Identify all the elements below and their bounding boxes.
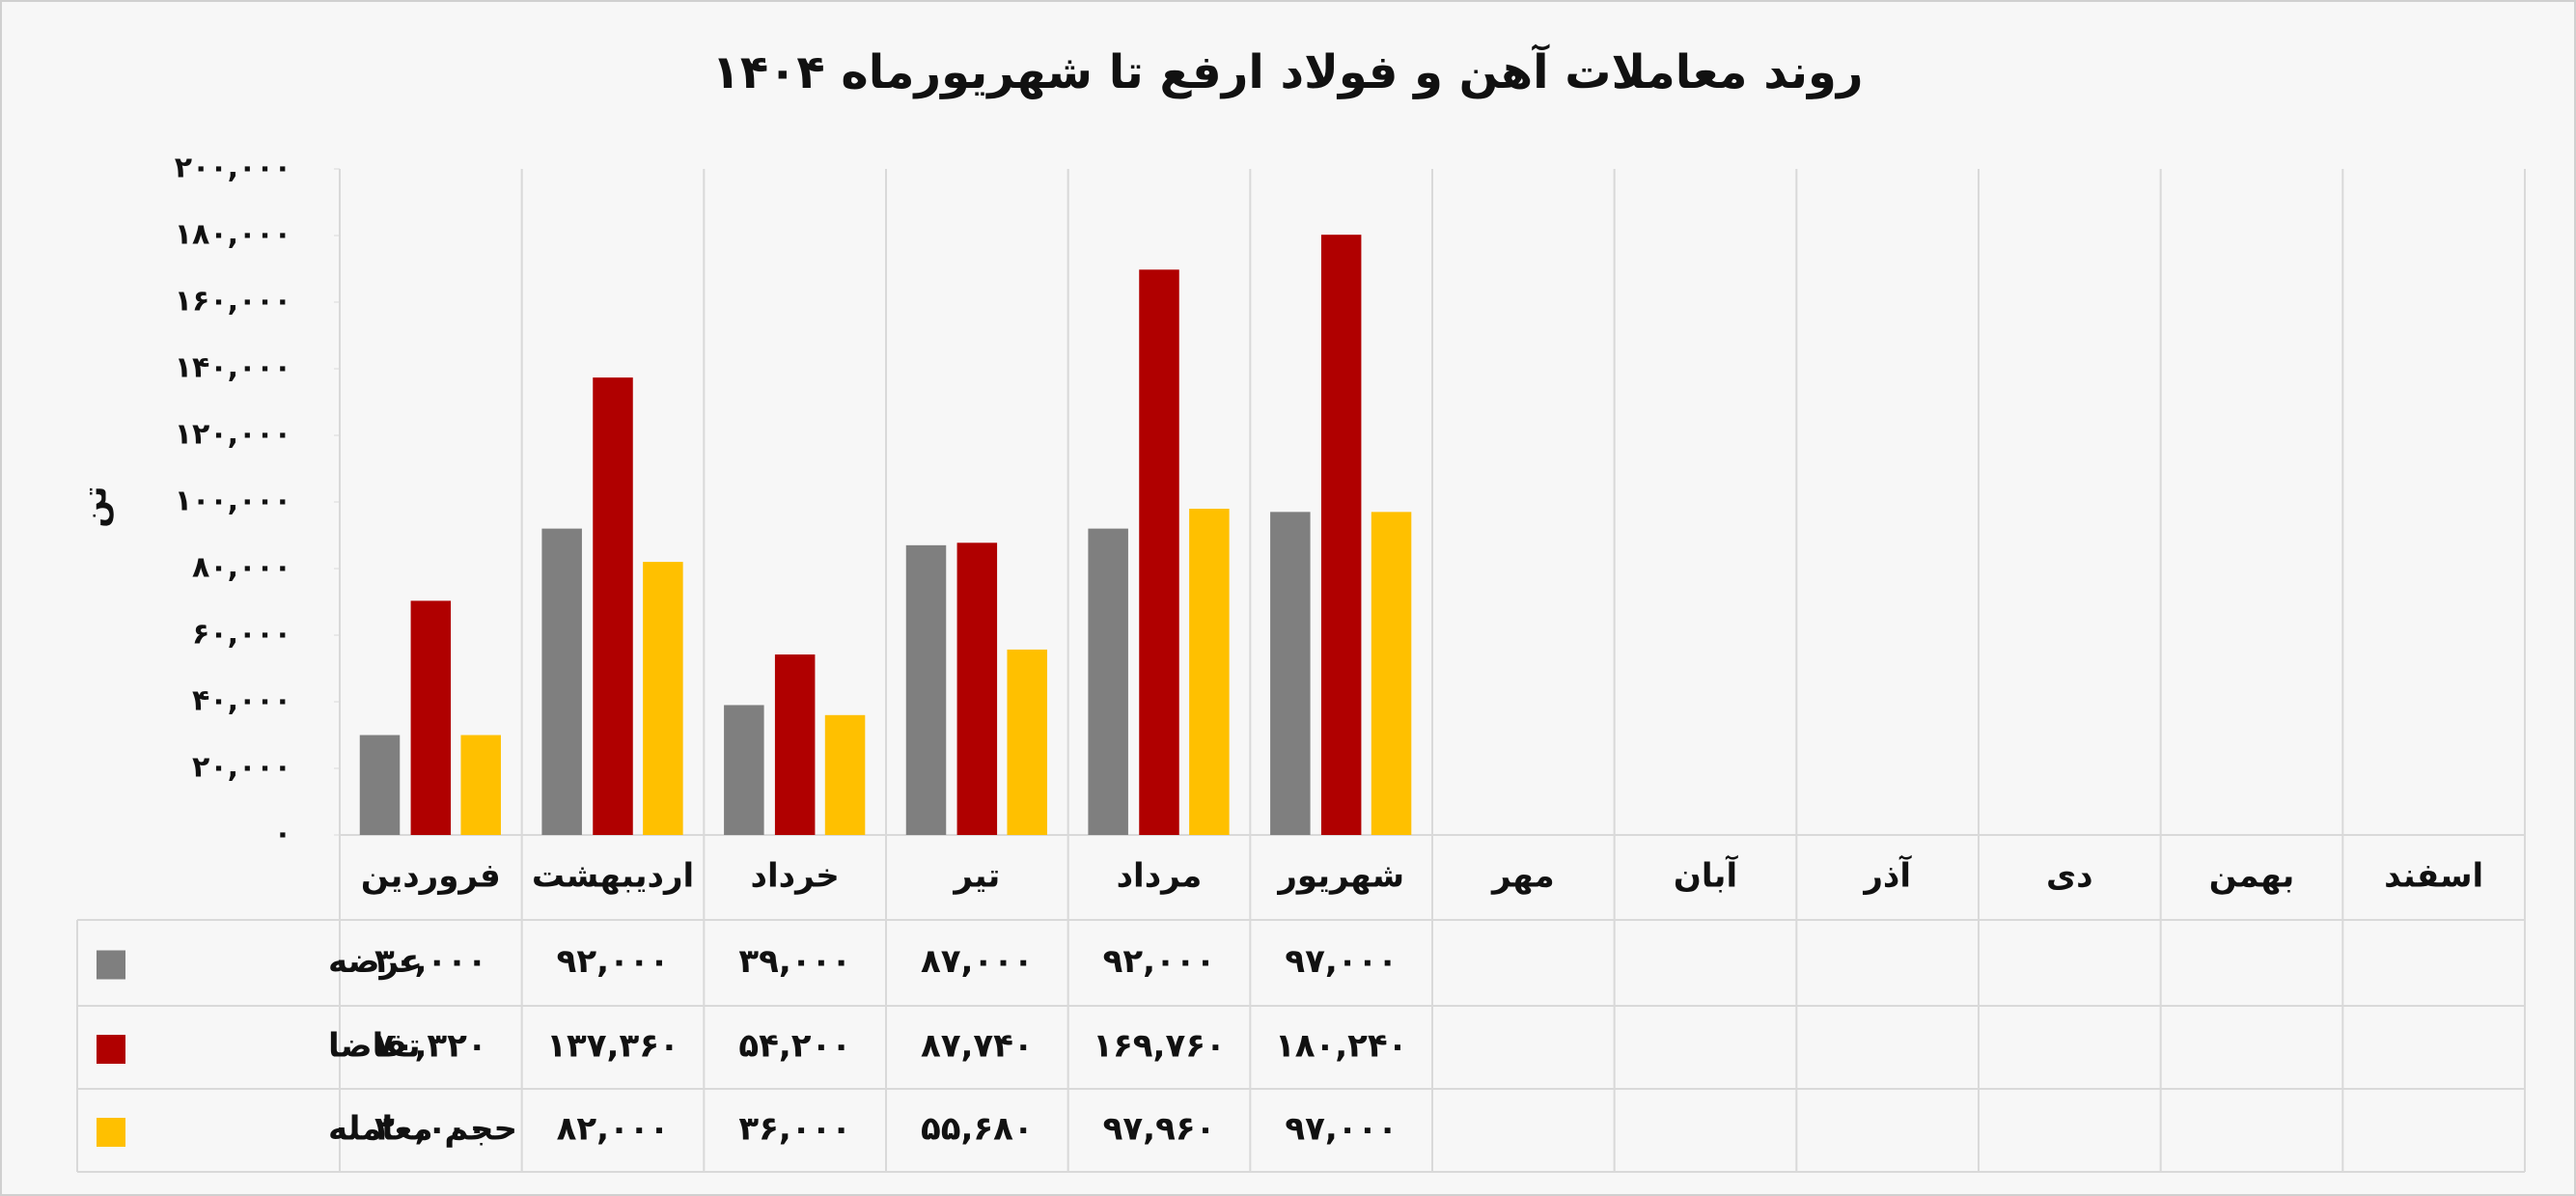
table-value: ۳۰,۰۰۰	[374, 1110, 487, 1149]
x-tick-label: دی	[2046, 857, 2093, 896]
bar	[1320, 235, 1362, 835]
table-value: ۵۴,۲۰۰	[738, 1027, 851, 1066]
bar	[1139, 269, 1179, 835]
legend-label: عرضه	[328, 942, 423, 981]
x-tick-label: مهر	[1490, 857, 1555, 896]
table-value: ۳۹,۰۰۰	[738, 942, 851, 981]
bar	[1007, 649, 1047, 835]
legend-label: حجم معامله	[328, 1110, 517, 1149]
bar	[956, 542, 998, 835]
table-value: ۹۷,۹۶۰	[1103, 1110, 1216, 1149]
x-tick-label: آبان	[1674, 855, 1739, 896]
table-value: ۵۵,۶۸۰	[921, 1110, 1034, 1149]
bar	[1371, 512, 1412, 835]
table-value: ۸۲,۰۰۰	[557, 1110, 670, 1149]
table-value: ۹۲,۰۰۰	[1103, 942, 1216, 981]
table-value: ۳۰,۰۰۰	[374, 942, 487, 981]
bar	[905, 544, 947, 835]
x-tick-label: فروردین	[361, 857, 501, 896]
bar	[724, 705, 764, 835]
table-value: ۱۸۰,۲۴۰	[1275, 1027, 1407, 1066]
bar	[359, 735, 401, 835]
y-tick-label: ۱۸۰,۰۰۰	[175, 218, 291, 252]
y-tick-label: ۲۰,۰۰۰	[192, 751, 291, 785]
table-value: ۳۶,۰۰۰	[738, 1110, 851, 1149]
x-tick-label: آذر	[1862, 855, 1912, 896]
y-tick-label: ۸۰,۰۰۰	[192, 551, 291, 585]
table-value: ۹۷,۰۰۰	[1285, 942, 1398, 981]
y-tick-label: ۱۶۰,۰۰۰	[175, 285, 291, 319]
y-tick-label: ۱۰۰,۰۰۰	[175, 485, 291, 518]
table-value: ۹۲,۰۰۰	[557, 942, 670, 981]
bar	[1088, 528, 1128, 835]
table-value: ۷۰,۳۲۰	[374, 1027, 487, 1066]
y-tick-label: ۰	[274, 818, 291, 851]
bar	[593, 377, 633, 835]
bar	[541, 528, 582, 835]
bar	[774, 654, 816, 835]
table-value: ۸۷,۰۰۰	[921, 942, 1034, 981]
y-tick-label: ۲۰۰,۰۰۰	[175, 152, 291, 185]
y-tick-label: ۱۲۰,۰۰۰	[175, 418, 291, 452]
legend-swatch	[97, 1035, 125, 1064]
x-tick-label: تیر	[952, 857, 1000, 896]
x-tick-label: اسفند	[2384, 857, 2483, 896]
x-tick-label: مرداد	[1117, 857, 1203, 896]
y-axis-label: تن	[76, 486, 115, 527]
bar	[410, 600, 452, 835]
bar	[1189, 509, 1230, 835]
y-tick-label: ۴۰,۰۰۰	[192, 684, 291, 718]
legend-swatch	[97, 950, 125, 980]
bar	[824, 714, 866, 835]
x-tick-label: خرداد	[751, 857, 840, 896]
legend-swatch	[97, 1118, 125, 1147]
chart-title: روند معاملات آهن و فولاد ارفع تا شهریورم…	[712, 43, 1864, 99]
bar	[460, 735, 501, 835]
bar	[1270, 512, 1311, 835]
bar	[643, 562, 683, 835]
table-value: ۹۷,۰۰۰	[1285, 1110, 1398, 1149]
x-tick-label: اردیبهشت	[532, 857, 694, 896]
table-value: ۱۳۷,۳۶۰	[546, 1027, 679, 1066]
x-tick-label: شهریور	[1276, 857, 1404, 896]
y-tick-label: ۶۰,۰۰۰	[192, 618, 291, 652]
legend-label: تقاضا	[328, 1027, 421, 1066]
y-tick-label: ۱۴۰,۰۰۰	[175, 351, 291, 385]
x-tick-label: بهمن	[2209, 857, 2295, 896]
table-value: ۸۷,۷۴۰	[921, 1027, 1034, 1066]
table-value: ۱۶۹,۷۶۰	[1093, 1027, 1225, 1066]
